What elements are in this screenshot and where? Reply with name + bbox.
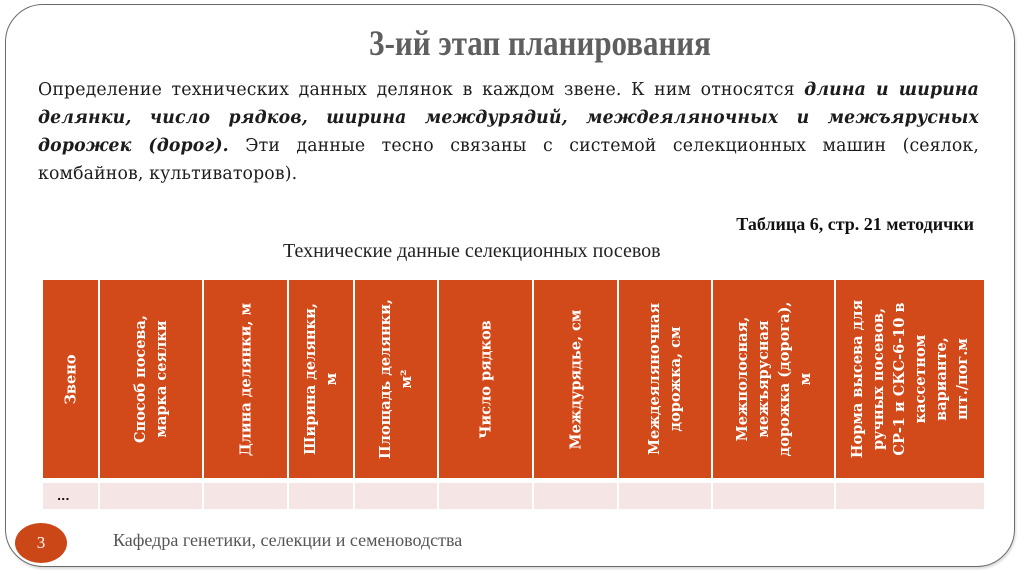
column-header: Способ посева, марка сеялки <box>100 280 202 478</box>
table-cell <box>713 483 834 509</box>
column-header: Площадь делянки, м² <box>355 280 437 478</box>
column-header-label: Межполосная, межъярусная дорожка (дорога… <box>733 301 814 457</box>
table-cell <box>204 483 287 509</box>
paragraph-emphasis: длина и ширина делянки, число рядков, ши… <box>38 80 979 156</box>
column-header: Межполосная, межъярусная дорожка (дорога… <box>713 280 834 478</box>
column-header: Норма высева для ручных посевов, СР-1 и … <box>836 280 984 478</box>
table-cell <box>289 483 353 509</box>
table-caption: Технические данные селекционных посевов <box>283 240 661 262</box>
column-header: Междеяляночная дорожка, см <box>619 280 711 478</box>
column-header-label: Длина делянки, м <box>237 302 254 456</box>
column-header-label: Способ посева, марка сеялки <box>132 315 170 443</box>
column-header-label: Звено <box>62 353 79 405</box>
table-cell-value: ... <box>57 489 70 503</box>
column-header-label: Площадь делянки, м² <box>377 299 415 459</box>
column-header: Ширина делянки, м <box>289 280 353 478</box>
column-header: Междурядье, см <box>534 280 617 478</box>
slide-frame <box>5 4 1015 567</box>
paragraph-outro: Эти данные тесно связаны с системой селе… <box>38 136 979 184</box>
table-cell <box>534 483 617 509</box>
table-reference: Таблица 6, стр. 21 методички <box>736 214 974 234</box>
slide-title: 3-ий этап планирования <box>369 23 711 63</box>
paragraph-intro: Определение технических данных делянок в… <box>38 80 805 100</box>
table-cell <box>619 483 711 509</box>
column-header: Звено <box>43 280 98 478</box>
column-header: Число рядков <box>439 280 532 478</box>
column-header-label: Число рядков <box>477 319 494 439</box>
table-cell <box>836 483 984 509</box>
intro-paragraph: Определение технических данных делянок в… <box>38 76 979 188</box>
table-cell <box>100 483 202 509</box>
page-number-badge: 3 <box>15 523 67 563</box>
table-cell <box>439 483 532 509</box>
column-header-label: Ширина делянки, м <box>302 303 340 455</box>
page-number: 3 <box>36 533 46 552</box>
column-header-label: Междурядье, см <box>567 309 584 449</box>
table-cell <box>355 483 437 509</box>
technical-data-table: Звено Способ посева, марка сеялки Длина де… <box>43 280 984 509</box>
table-cell: ... <box>43 483 98 509</box>
footer-department: Кафедра генетики, селекции и семеноводст… <box>113 530 463 550</box>
column-header-label: Междеяляночная дорожка, см <box>646 302 684 456</box>
column-header: Длина делянки, м <box>204 280 287 478</box>
column-header-label: Норма высева для ручных посевов, СР-1 и … <box>849 299 971 459</box>
